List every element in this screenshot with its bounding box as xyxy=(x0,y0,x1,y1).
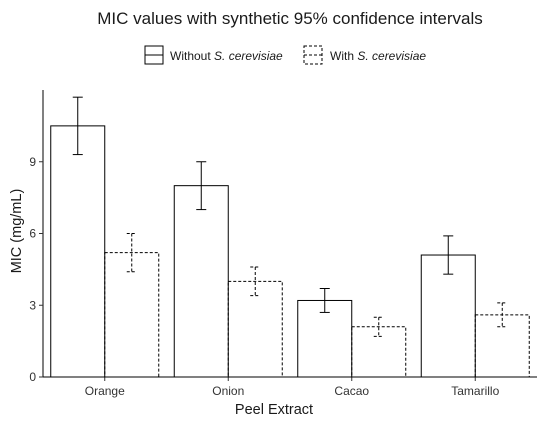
bar-with-onion xyxy=(227,280,283,378)
legend-label-without: Without S. cerevisiae xyxy=(170,49,283,63)
legend-item-with: With S. cerevisiae xyxy=(303,45,426,65)
bar-with-cacao xyxy=(351,326,407,378)
y-tick-label-0: 0 xyxy=(29,370,36,384)
legend-label-with: With S. cerevisiae xyxy=(330,49,426,63)
y-tick-label-3: 3 xyxy=(29,298,36,312)
x-tick-label-cacao: Cacao xyxy=(334,384,369,398)
plot-area: 0 3 6 9 Orange Onion Cacao Tamarillo xyxy=(29,90,537,398)
y-tick-label-9: 9 xyxy=(29,155,36,169)
x-tick-label-tamarillo: Tamarillo xyxy=(451,384,499,398)
x-axis-title: Peel Extract xyxy=(235,402,313,418)
legend-label-without-species: S. cerevisiae xyxy=(214,49,283,63)
legend-label-without-prefix: Without xyxy=(170,49,214,63)
bar-without-onion xyxy=(173,185,229,378)
legend-label-with-species: S. cerevisiae xyxy=(357,49,426,63)
chart-title: MIC values with synthetic 95% confidence… xyxy=(97,9,483,28)
y-tick-label-6: 6 xyxy=(29,227,36,241)
legend: Without S. cerevisiae With S. cerevisiae xyxy=(144,45,426,65)
x-tick-label-orange: Orange xyxy=(85,384,125,398)
legend-item-without: Without S. cerevisiae xyxy=(144,45,283,65)
bar-with-orange xyxy=(104,252,160,378)
x-tick-label-onion: Onion xyxy=(212,384,244,398)
y-axis-title: MIC (mg/mL) xyxy=(9,189,25,274)
bar-without-orange xyxy=(50,125,106,378)
legend-label-with-prefix: With xyxy=(330,49,357,63)
